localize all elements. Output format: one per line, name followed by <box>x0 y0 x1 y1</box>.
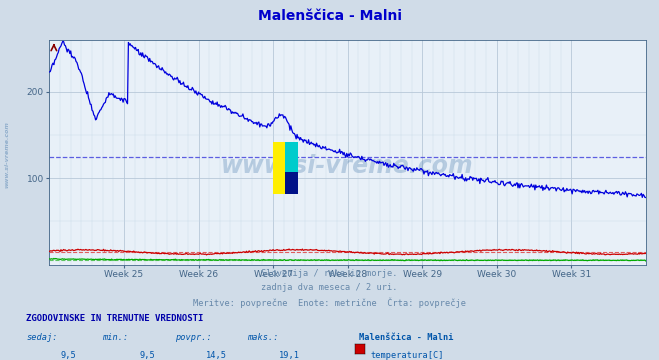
Bar <box>285 142 298 172</box>
Text: 19,1: 19,1 <box>279 351 300 360</box>
Text: 9,5: 9,5 <box>60 351 76 360</box>
Text: Malenščica - Malni: Malenščica - Malni <box>258 9 401 23</box>
Text: maks.:: maks.: <box>247 333 279 342</box>
Text: Slovenija / reke in morje.: Slovenija / reke in morje. <box>261 269 398 278</box>
Text: Malenščica - Malni: Malenščica - Malni <box>359 333 453 342</box>
Text: zadnja dva meseca / 2 uri.: zadnja dva meseca / 2 uri. <box>261 283 398 292</box>
Text: sedaj:: sedaj: <box>26 333 58 342</box>
Text: www.si-vreme.com: www.si-vreme.com <box>4 121 9 188</box>
Text: povpr.:: povpr.: <box>175 333 212 342</box>
Text: www.si-vreme.com: www.si-vreme.com <box>221 154 474 177</box>
Text: 9,5: 9,5 <box>139 351 155 360</box>
Bar <box>285 172 298 194</box>
Text: temperatura[C]: temperatura[C] <box>370 351 444 360</box>
Text: ZGODOVINSKE IN TRENUTNE VREDNOSTI: ZGODOVINSKE IN TRENUTNE VREDNOSTI <box>26 314 204 323</box>
Text: 14,5: 14,5 <box>206 351 227 360</box>
Text: Meritve: povprečne  Enote: metrične  Črta: povprečje: Meritve: povprečne Enote: metrične Črta:… <box>193 298 466 308</box>
Bar <box>273 142 285 194</box>
Text: min.:: min.: <box>102 333 129 342</box>
